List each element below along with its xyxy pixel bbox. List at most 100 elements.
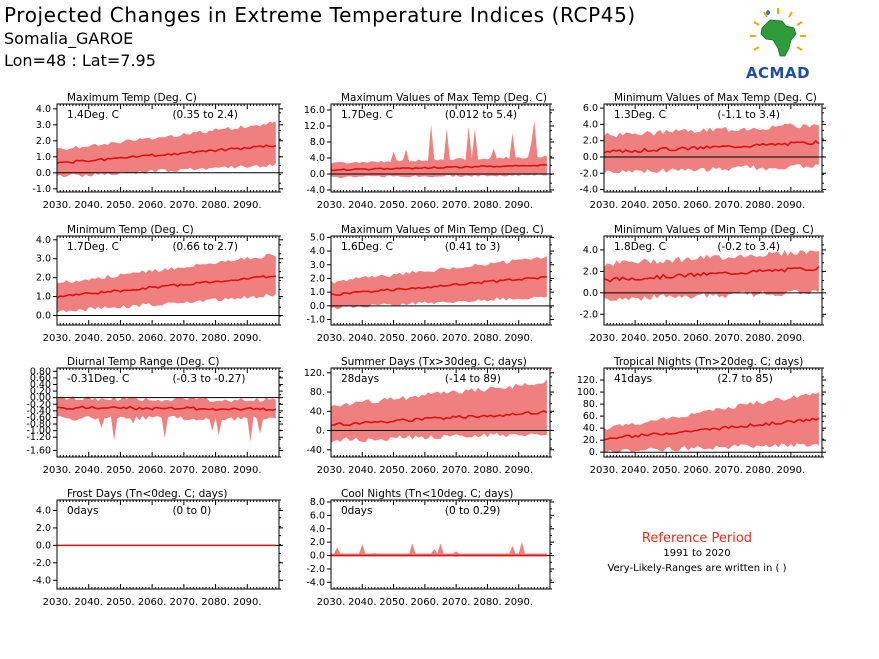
y-tick-label: 100. [577,387,598,398]
x-tick-label: 2070. [170,200,199,211]
likely-range-value: (0.012 to 5.4) [445,109,517,121]
chart-panel: -4.0 -2.0 0.0 2.0 4.0 6.0 2030. 2040. 2050. 2060.… [579,92,826,211]
chart-panel: -4.0 -2.0 0.0 2.0 4.0 2030. 2040. 2050. 2060. 207… [32,488,283,608]
y-tick-label: 0.0 [36,540,51,551]
x-tick-label: 2030. [590,200,619,211]
likely-range-band [604,391,819,454]
x-tick-label: 2050. [379,333,408,344]
likely-range-band [604,249,819,302]
x-tick-label: 2030. [43,597,72,608]
likely-range-band [331,541,547,556]
chart-title: Minimum Temp (Deg. C) [67,224,194,236]
change-value: -0.31Deg. C [67,373,129,385]
x-tick-label: 2050. [379,200,408,211]
change-value: 1.7Deg. C [67,241,119,253]
x-tick-label: 2050. [106,465,135,476]
x-tick-label: 2040. [621,465,650,476]
x-tick-label: 2080. [201,333,230,344]
y-tick-label: 4.0 [36,104,51,115]
chart-title: Minimum Values of Max Temp (Deg. C) [614,92,817,104]
y-tick-label: 0.0 [583,152,598,163]
x-tick-label: 2090. [504,333,533,344]
y-tick-label: -1.20 [26,432,51,443]
change-value: 1.8Deg. C [614,241,666,253]
y-tick-label: -40. [306,445,325,456]
y-tick-label: 12.0 [304,121,325,132]
y-tick-label: 0.0 [583,288,598,299]
median-line [56,274,276,299]
x-tick-label: 2080. [745,465,774,476]
x-tick-label: 2040. [348,597,377,608]
x-tick-label: 2090. [233,597,262,608]
x-tick-label: 2030. [590,465,619,476]
y-tick-label: 0.0 [310,551,325,562]
y-tick-label: 2.0 [583,266,598,277]
chart-title: Summer Days (Tx>30deg. C; days) [341,356,527,368]
change-value: 41days [614,373,652,385]
y-tick-label: 2.0 [583,136,598,147]
x-tick-label: 2030. [317,200,346,211]
likely-range-value: (0.35 to 2.4) [172,109,238,121]
chart-panel: 0.0 1.0 2.0 3.0 4.0 2030. 2040. 2050. 2060. 2070.… [36,224,283,344]
x-tick-label: 2090. [777,333,806,344]
y-tick-label: 3.0 [36,120,51,131]
y-tick-label: 0.80 [30,366,51,377]
chart-panel: -1.60-1.20-1.00-0.80-0.60-0.40-0.200.000… [26,356,283,476]
y-tick-label: 80. [583,399,598,410]
change-value: 1.6Deg. C [341,241,393,253]
y-tick-label: 80. [310,387,325,398]
y-tick-label: 2.0 [36,136,51,147]
chart-title: Maximum Temp (Deg. C) [67,92,197,104]
x-tick-label: 2080. [745,333,774,344]
chart-title: Frost Days (Tn<0deg. C; days) [67,488,227,500]
x-tick-label: 2030. [590,333,619,344]
x-tick-label: 2090. [233,200,262,211]
x-tick-label: 2080. [201,597,230,608]
x-tick-label: 2090. [233,465,262,476]
x-tick-label: 2030. [43,200,72,211]
x-tick-label: 2060. [683,200,712,211]
x-tick-label: 2090. [504,465,533,476]
median-line [56,405,277,412]
x-tick-label: 2070. [714,333,743,344]
median-line [56,144,277,164]
chart-title: Maximum Values of Max Temp (Deg. C) [341,92,547,104]
x-tick-label: 2030. [317,465,346,476]
logo-text: ACMAD [745,64,811,82]
y-tick-label: -0.40 [26,406,51,417]
chart-title: Minimum Values of Min Temp (Deg. C) [614,224,814,236]
y-tick-label: 40. [310,406,325,417]
y-tick-label: 4.0 [583,245,598,256]
x-tick-label: 2080. [473,465,502,476]
y-tick-label: 4.0 [36,235,51,246]
x-tick-label: 2080. [473,200,502,211]
y-tick-label: 0.0 [36,168,51,179]
x-tick-label: 2060. [138,465,167,476]
likely-range-band [57,253,276,313]
x-tick-label: 2040. [621,200,650,211]
x-tick-label: 2030. [43,465,72,476]
x-tick-label: 2050. [106,333,135,344]
x-tick-label: 2050. [106,597,135,608]
chart-panel: 0.20.40.60.80.100.120. 2030. 2040. 2050. 206… [577,356,826,476]
y-tick-label: 0.20 [30,386,51,397]
y-tick-label: -1.00 [26,426,51,437]
y-tick-label: 4.0 [310,246,325,257]
reference-box: Reference Period 1991 to 2020 Very-Likel… [572,530,822,576]
x-tick-label: 2040. [74,597,103,608]
y-tick-label: 0.0 [310,169,325,180]
x-tick-label: 2030. [317,333,346,344]
y-tick-label: 8.0 [310,497,325,508]
likely-range-band [331,121,547,179]
y-tick-label: -1.60 [26,445,51,456]
x-tick-label: 2090. [504,597,533,608]
x-tick-label: 2080. [473,333,502,344]
y-tick-label: 5.0 [310,232,325,243]
x-tick-label: 2050. [652,333,681,344]
chart-title: Tropical Nights (Tn>20deg. C; days) [613,356,803,368]
y-tick-label: 1.0 [36,292,51,303]
y-tick-label: 8.0 [310,137,325,148]
x-tick-label: 2080. [201,200,230,211]
y-tick-label: 2.0 [310,537,325,548]
